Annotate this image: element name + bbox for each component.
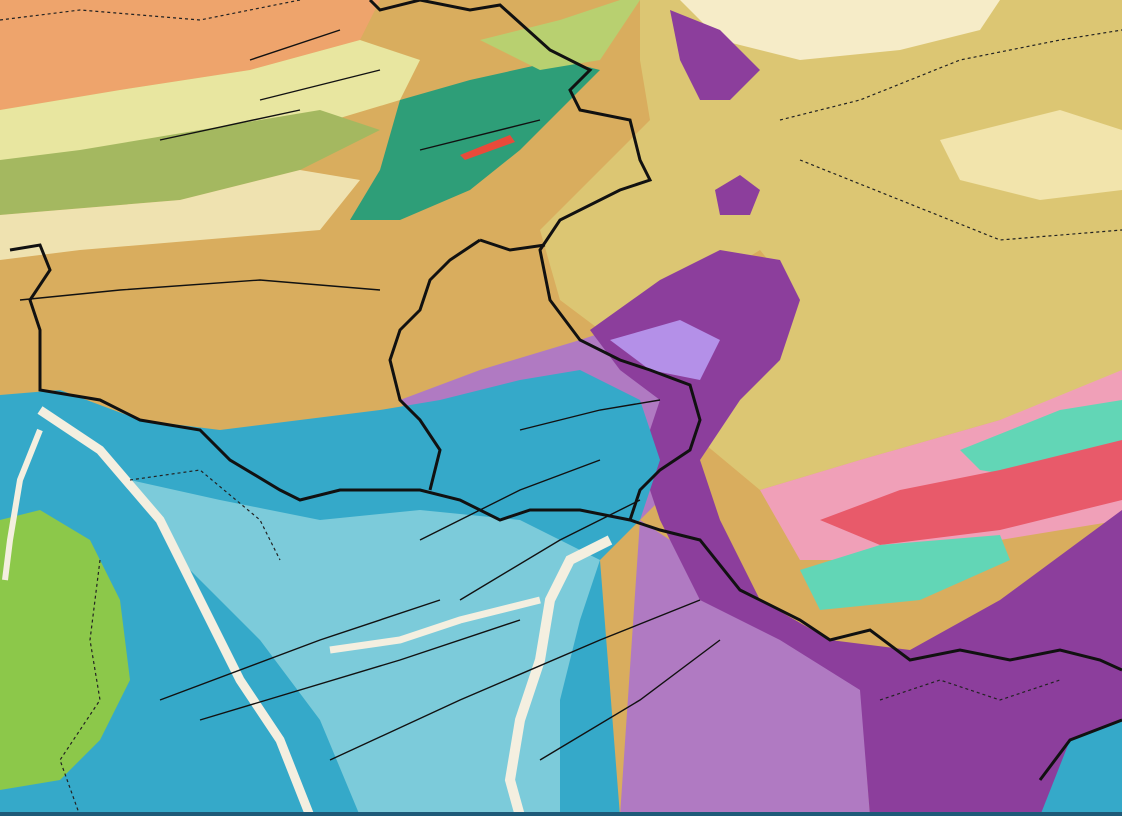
map-frame-bottom (0, 812, 1122, 816)
unit-olive (0, 110, 380, 215)
unit-purple-top (670, 10, 760, 100)
unit-blue-right-edge (1040, 720, 1122, 816)
river (329, 596, 541, 654)
unit-khaki (540, 0, 1122, 490)
unit-red (820, 440, 1122, 545)
unit-purple-small (715, 175, 760, 215)
national-borders (9, 0, 1122, 781)
river (37, 406, 315, 816)
unit-salmon (0, 0, 380, 110)
unit-red-streak (460, 135, 515, 160)
unit-cream-patch (940, 110, 1122, 200)
river (2, 428, 43, 581)
unit-lavender (610, 320, 720, 380)
unit-teal-green (350, 60, 600, 220)
fault-lines (19, 29, 721, 761)
unit-cream (0, 170, 360, 260)
unit-aqua-low (800, 535, 1010, 610)
unit-purple-dark (590, 250, 1122, 816)
unit-green-light (480, 0, 640, 70)
unit-pale-yellow (0, 40, 420, 180)
unit-cream-top (680, 0, 1000, 60)
river (504, 535, 613, 816)
